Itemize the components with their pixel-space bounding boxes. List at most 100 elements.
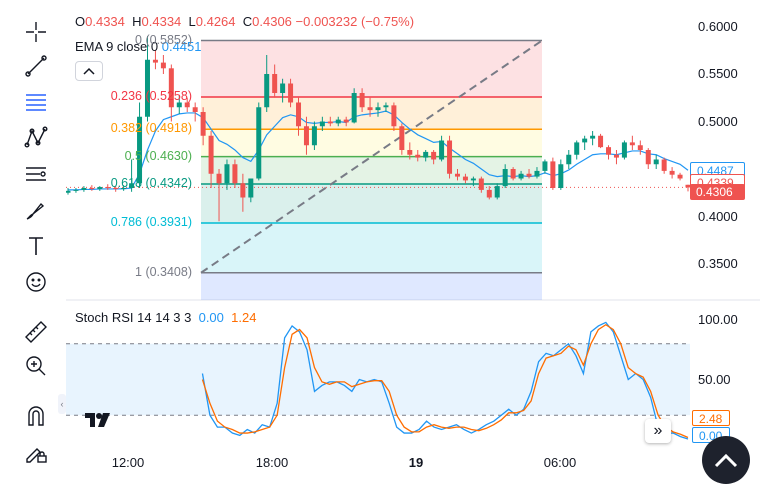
chevron-up-icon	[714, 453, 738, 468]
stoch-rsi-legend[interactable]: Stoch RSI 14 14 3 3 0.00 1.24	[75, 310, 256, 325]
brush-icon[interactable]	[20, 196, 52, 224]
candle-body	[248, 178, 254, 198]
candle-body	[272, 74, 278, 93]
candle-body	[256, 107, 262, 179]
legend-collapse-button[interactable]	[75, 61, 103, 81]
fib-zone	[201, 184, 542, 224]
candle-body	[240, 183, 246, 198]
candle-body	[606, 147, 612, 155]
candle-body	[375, 107, 381, 111]
scroll-to-top-button[interactable]	[702, 436, 750, 484]
candle-body	[232, 164, 238, 184]
candle-body	[216, 173, 222, 184]
fib-retracement-icon[interactable]	[20, 88, 52, 116]
candle-body	[510, 169, 516, 179]
candle-body	[566, 154, 572, 165]
candle-body	[550, 161, 556, 188]
candle-body	[598, 135, 604, 148]
candle-body	[89, 188, 95, 189]
candle-body	[629, 142, 635, 146]
candle-body	[454, 173, 460, 177]
fib-level-label: 0.5 (0.4630)	[124, 148, 192, 163]
candle-body	[208, 135, 214, 174]
low-value: 0.4264	[195, 14, 236, 29]
candle-body	[288, 83, 294, 103]
open-value: 0.4334	[85, 14, 125, 29]
tradingview-logo[interactable]	[83, 409, 113, 431]
candle-body	[73, 189, 79, 191]
chevron-up-icon	[83, 67, 95, 75]
change-value: −0.003232 (−0.75%)	[295, 14, 415, 29]
candle-body	[144, 59, 150, 117]
candle-body	[296, 102, 302, 127]
pattern-icon[interactable]	[20, 124, 52, 152]
trend-line-icon[interactable]	[20, 52, 52, 80]
ema-legend-label: EMA 9 close 0	[75, 39, 159, 54]
candle-body	[478, 178, 484, 190]
candle-body	[518, 173, 524, 179]
fib-level-label: 0 (0.5852)	[135, 32, 192, 47]
candle-body	[65, 190, 71, 193]
stoch-k-value: 0.00	[198, 310, 224, 325]
candle-body	[423, 151, 429, 158]
candle-body	[319, 121, 325, 127]
scroll-to-realtime-button[interactable]: »	[645, 419, 671, 443]
candle-body	[431, 151, 437, 160]
candle-body	[590, 135, 596, 139]
candle-body	[105, 187, 111, 189]
crosshair-icon[interactable]	[20, 18, 52, 46]
zoom-in-icon[interactable]	[20, 352, 52, 380]
candle-body	[168, 68, 174, 108]
candle-body	[685, 184, 691, 188]
rsi-axis-label: 50.00	[698, 371, 731, 387]
candle-body	[415, 154, 421, 158]
ohlc-legend: O0.4334 H0.4334 L0.4264 C0.4306 −0.00323…	[75, 14, 415, 29]
magnet-icon[interactable]	[20, 402, 52, 430]
candle-body	[81, 188, 87, 190]
candle-body	[280, 83, 286, 93]
ruler-icon[interactable]	[20, 318, 52, 346]
candle-body	[327, 121, 333, 124]
fib-level-label: 0.786 (0.3931)	[110, 215, 192, 230]
candle-body	[534, 170, 540, 177]
candle-body	[470, 178, 476, 181]
fib-zone	[201, 40, 542, 97]
ema-legend[interactable]: EMA 9 close 0 0.4451	[75, 39, 202, 54]
candle-body	[399, 126, 405, 150]
candle-body	[558, 164, 564, 188]
candle-body	[677, 174, 683, 179]
text-icon[interactable]	[20, 232, 52, 260]
stoch-d-line	[201, 323, 689, 439]
emoji-icon[interactable]	[20, 268, 52, 296]
lock-draw-icon[interactable]	[20, 438, 52, 466]
candle-body	[192, 107, 198, 112]
forecast-icon[interactable]	[20, 160, 52, 188]
candle-body	[383, 105, 389, 108]
price-axis-label: 0.4000	[698, 208, 738, 224]
candle-body	[582, 138, 588, 143]
price-axis-label: 0.3500	[698, 256, 738, 271]
candle-body	[621, 142, 627, 158]
candle-body	[407, 150, 413, 155]
high-value: 0.4334	[141, 14, 182, 29]
price-axis-label: 0.6000	[698, 18, 738, 34]
candle-body	[367, 107, 373, 111]
candle-body	[462, 176, 468, 181]
time-axis-label: 19	[408, 455, 424, 470]
drawing-toolbar	[0, 0, 66, 489]
candle-body	[184, 102, 190, 108]
candle-body	[264, 74, 270, 108]
candle-body	[613, 154, 619, 158]
candle-body	[152, 59, 158, 63]
candle-body	[661, 159, 667, 171]
candle-body	[160, 62, 166, 69]
toolbar-collapse-button[interactable]: ‹	[58, 394, 66, 414]
candle-body	[335, 119, 341, 124]
candle-body	[359, 93, 365, 108]
candle-body	[97, 187, 103, 189]
candle-body	[391, 105, 397, 127]
fib-zone	[201, 272, 542, 300]
fib-trend-line	[200, 39, 543, 274]
stoch-rsi-label: Stoch RSI 14 14 3 3	[75, 310, 192, 325]
